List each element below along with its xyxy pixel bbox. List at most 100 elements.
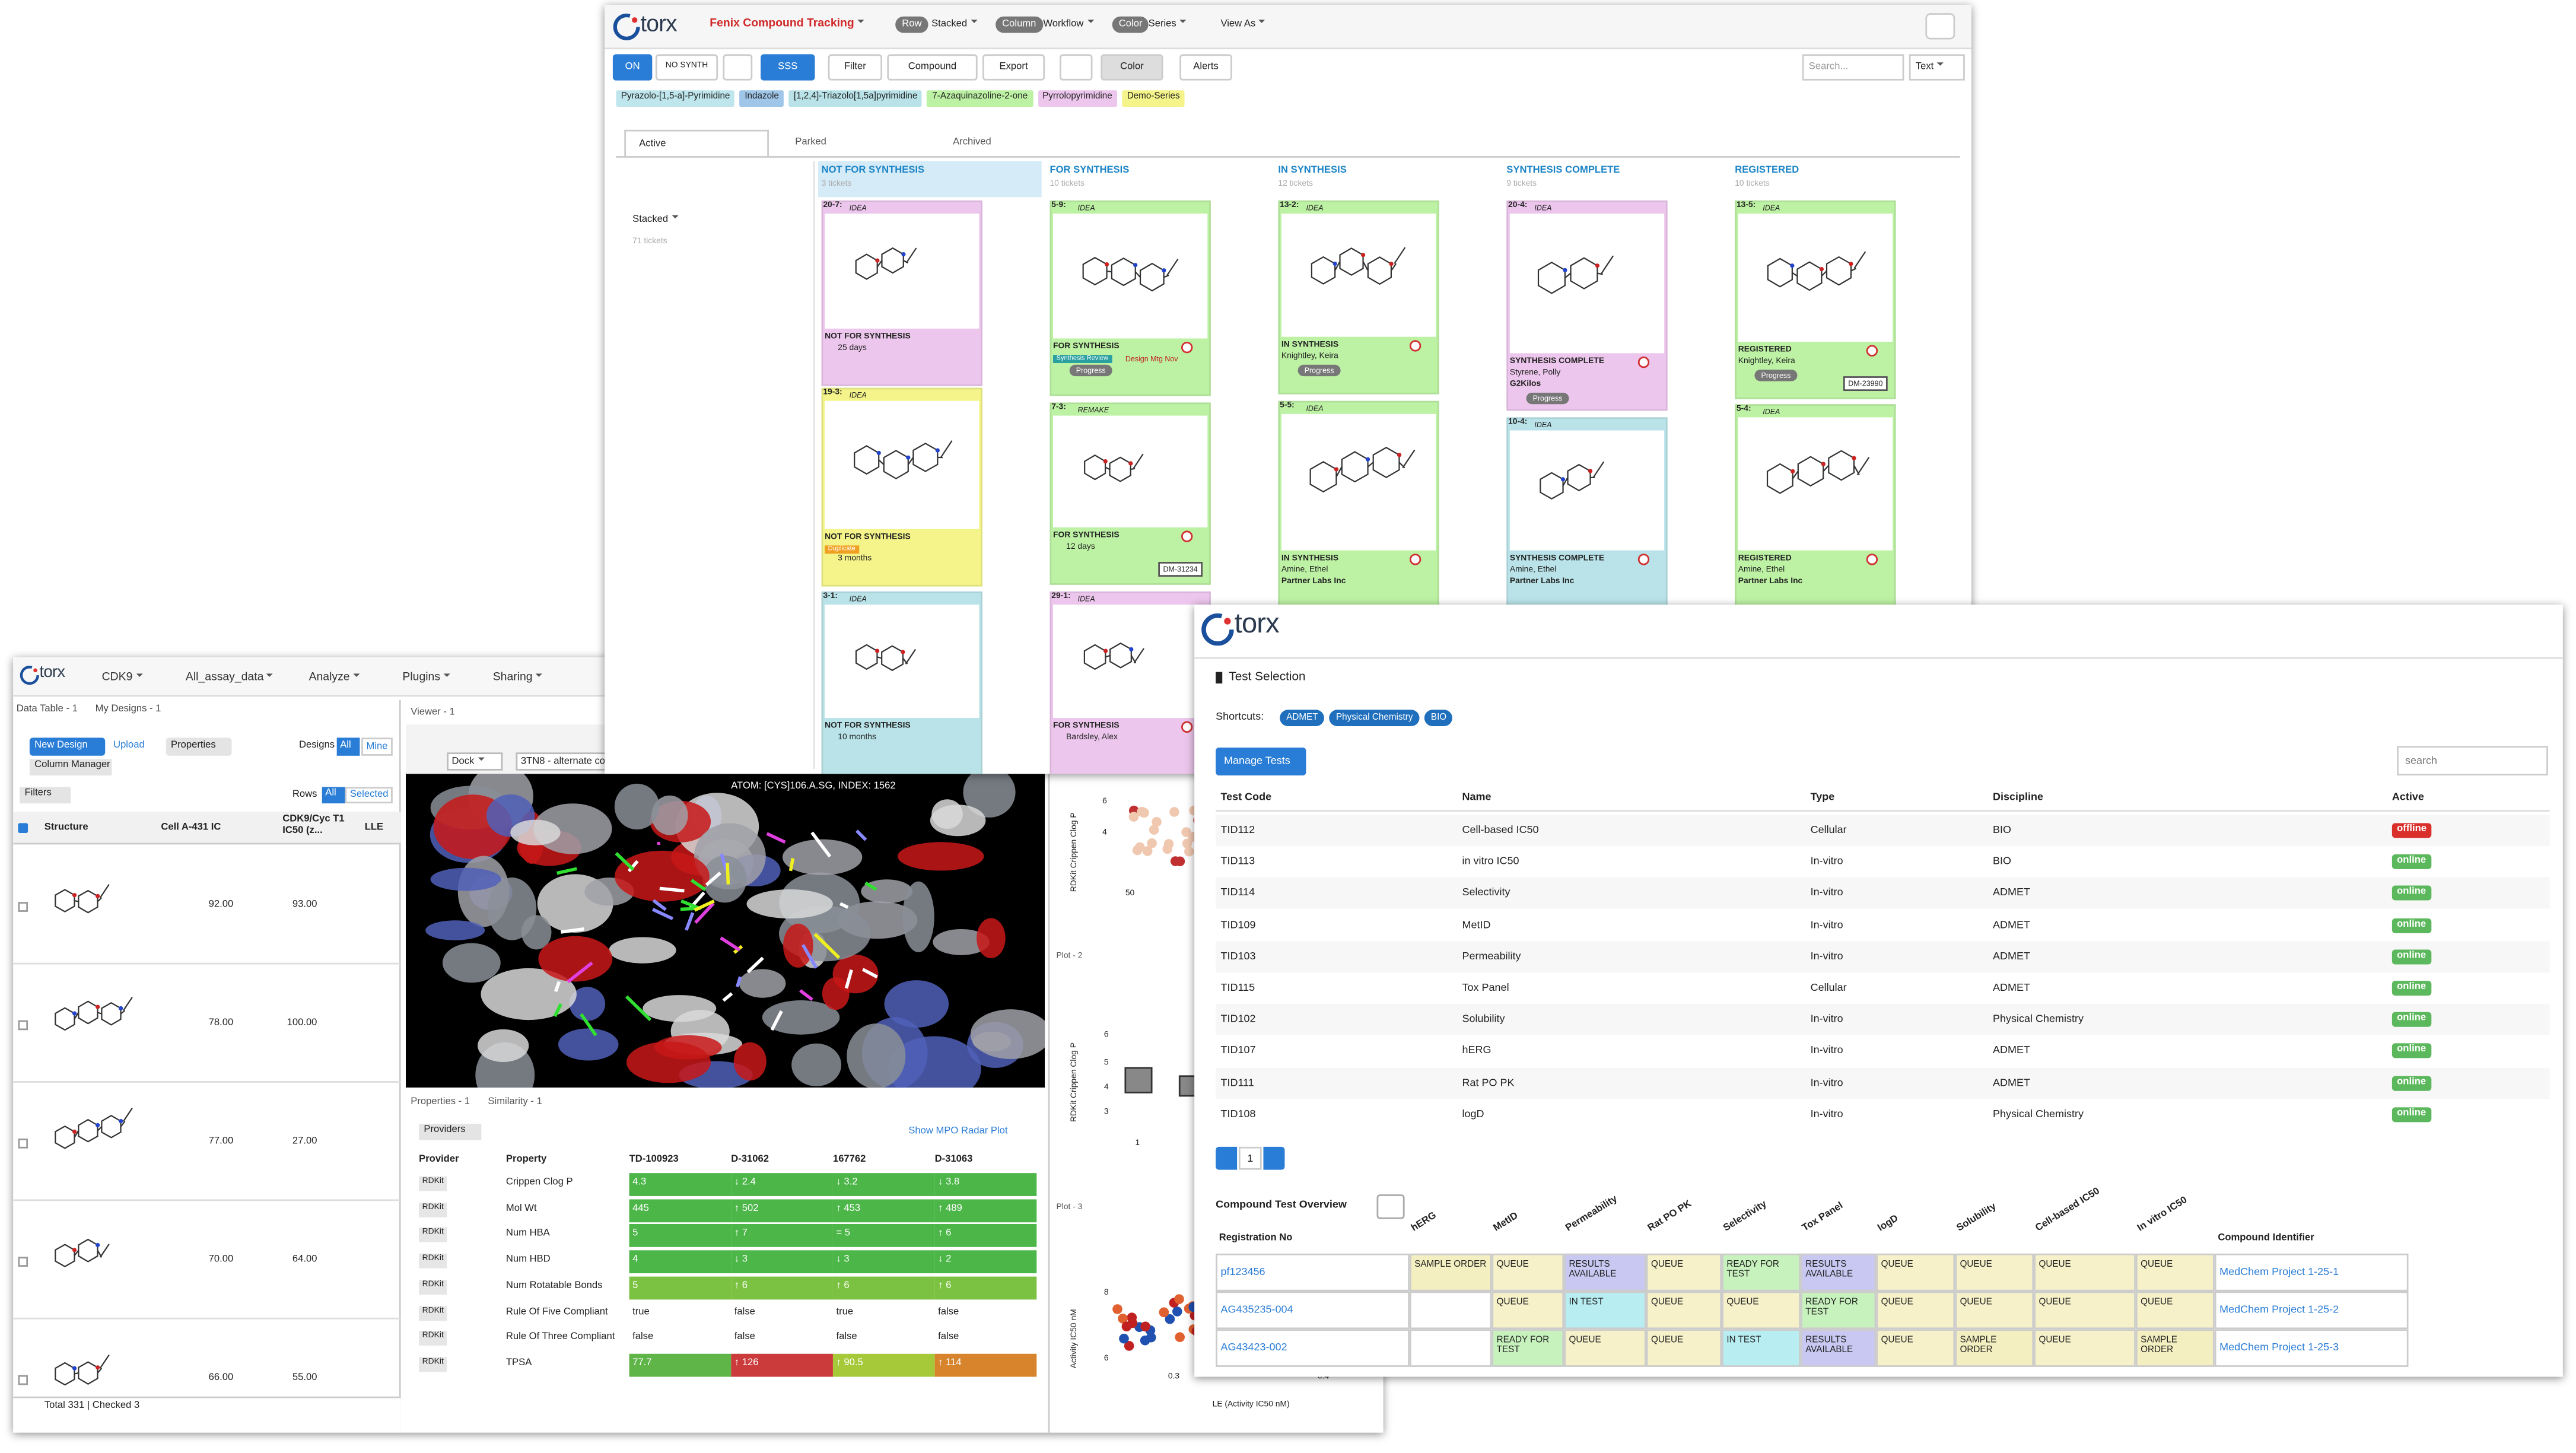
card-tag: IDEA (1077, 594, 1095, 602)
overview-header: logD (1877, 1214, 1901, 1234)
overview-cell[interactable]: MedChem Project 1-25-2 (2214, 1291, 2409, 1330)
overview-cell[interactable]: MedChem Project 1-25-3 (2214, 1329, 2409, 1367)
toolbar-button[interactable]: NO SYNTH (655, 54, 718, 81)
toolbar-pill[interactable]: Column (996, 16, 1043, 33)
toolbar-button[interactable]: ON (612, 54, 653, 81)
prop-tab[interactable]: Similarity - 1 (488, 1097, 542, 1108)
viewer-tab[interactable]: Viewer - 1 (411, 708, 455, 718)
new-design-button[interactable]: New Design (29, 737, 106, 756)
series-tag[interactable]: Indazole (740, 90, 784, 107)
panel-tab[interactable]: My Designs - 1 (95, 704, 161, 715)
text-mode[interactable]: Text (1909, 54, 1965, 81)
bond (940, 440, 953, 458)
card-status: REGISTERED (1738, 554, 1792, 564)
page-number[interactable]: 1 (1238, 1146, 1262, 1170)
column-header: Active (2391, 791, 2424, 804)
overview-cell[interactable]: pf123456 (1216, 1253, 1410, 1292)
dock-select[interactable]: Dock (447, 752, 503, 771)
atom (1560, 477, 1566, 482)
menu-item[interactable]: Sharing (493, 672, 542, 685)
menu-item[interactable]: Plugins (402, 672, 450, 685)
card-flag: Duplicate (825, 545, 859, 554)
atom (96, 1242, 100, 1248)
page-prev[interactable] (1216, 1146, 1238, 1170)
prop-cell: ↑ 126 (731, 1353, 833, 1377)
atom (1365, 457, 1370, 462)
overview-cell: QUEUE (1491, 1253, 1564, 1292)
series-tag[interactable]: [1,2,4]-Triazolo[1,5a]pyrimidine (788, 90, 923, 107)
menu-item[interactable]: CDK9 (102, 672, 142, 685)
bond (120, 1010, 126, 1015)
project-title[interactable]: Fenix Compound Tracking (710, 18, 864, 31)
ring (1311, 256, 1336, 285)
refresh-button[interactable] (1376, 1194, 1405, 1219)
card-tag: IDEA (1306, 202, 1324, 211)
bond (907, 457, 914, 465)
card-id: 13-5: (1736, 200, 1756, 211)
filters-button[interactable]: Filters (20, 787, 71, 804)
series-tag[interactable]: 7-Azaquinazoline-2-one (927, 90, 1033, 107)
column-manager-button[interactable]: Column Manager (29, 759, 112, 776)
mine-button[interactable]: Mine (361, 737, 393, 756)
toolbar-button[interactable]: Color (1101, 54, 1163, 81)
shortcut-pill[interactable]: ADMET (1280, 710, 1325, 726)
toolbar-value[interactable]: Workflow (1043, 20, 1093, 31)
tab[interactable]: Active (624, 129, 769, 157)
structure-select[interactable]: 3TN8 - alternate co (516, 752, 608, 771)
manage-button[interactable]: Manage Tests (1216, 747, 1306, 776)
bond (123, 1108, 133, 1122)
surface (510, 819, 561, 845)
shortcut-pill[interactable]: BIO (1424, 710, 1454, 726)
toolbar-button[interactable]: Filter (828, 54, 883, 81)
all-button[interactable]: All (336, 737, 360, 756)
toolbar-button[interactable]: Export (982, 54, 1045, 81)
card-status: IN SYNTHESIS (1281, 340, 1339, 350)
stacked-label[interactable]: Stacked (632, 215, 678, 227)
overview-header: Cell-based IC50 (2034, 1187, 2102, 1234)
bond (1134, 271, 1141, 278)
series-tag[interactable]: Pyrrolopyrimidine (1037, 90, 1118, 107)
toolbar-button[interactable]: SSS (761, 54, 815, 81)
overview-cell[interactable]: MedChem Project 1-25-1 (2214, 1253, 2409, 1292)
toolbar-pill[interactable]: Color (1112, 16, 1149, 33)
search-input[interactable]: search (2397, 746, 2548, 776)
toolbar-button[interactable]: Compound (887, 54, 978, 81)
molecule (1767, 251, 1866, 291)
toolbar-value[interactable]: Stacked (931, 20, 977, 31)
toolbar-value[interactable]: Series (1149, 20, 1187, 31)
menu-item[interactable]: All_assay_data (186, 672, 273, 685)
panel-tab[interactable]: Data Table - 1 (16, 704, 78, 715)
series-tag[interactable]: Pyrazolo-[1,5-a]-Pyrimidine (616, 90, 735, 107)
prop-tab[interactable]: Properties - 1 (411, 1097, 470, 1108)
prop-header: Provider (419, 1155, 459, 1165)
surface (930, 805, 986, 837)
toolbar-button[interactable]: Alerts (1179, 54, 1232, 81)
cell: Physical Chemistry (1992, 1108, 2084, 1120)
selected-button[interactable]: Selected (345, 787, 393, 804)
ring (1540, 472, 1564, 500)
menu-item[interactable]: Analyze (309, 672, 360, 685)
prop-cell: ↓ 3.2 (832, 1173, 935, 1196)
view-as[interactable]: View As (1220, 20, 1265, 31)
all-rows-button[interactable]: All (322, 787, 345, 804)
tab[interactable]: Parked (795, 138, 826, 148)
bond (97, 1012, 102, 1015)
card-pill: Progress (1754, 370, 1798, 381)
mpo-link[interactable]: Show MPO Radar Plot (908, 1127, 1008, 1137)
card-image (1738, 213, 1893, 342)
upload-link[interactable]: Upload (113, 740, 145, 751)
search-input[interactable]: Search... (1802, 54, 1904, 81)
page-next[interactable] (1263, 1146, 1285, 1170)
tab[interactable]: Archived (953, 138, 991, 148)
overview-cell[interactable]: AG435235-004 (1216, 1291, 1410, 1330)
priority-icon (1409, 340, 1421, 352)
ring (855, 644, 878, 670)
properties-button[interactable]: Properties (166, 737, 232, 756)
providers-button[interactable]: Providers (419, 1124, 482, 1140)
overview-cell[interactable]: AG43423-002 (1216, 1329, 1410, 1367)
shortcut-pill[interactable]: Physical Chemistry (1329, 710, 1420, 726)
series-tag[interactable]: Demo-Series (1122, 90, 1185, 107)
toolbar-pill[interactable]: Row (895, 16, 928, 33)
card-tag: IDEA (1306, 403, 1324, 412)
stick (694, 902, 715, 924)
